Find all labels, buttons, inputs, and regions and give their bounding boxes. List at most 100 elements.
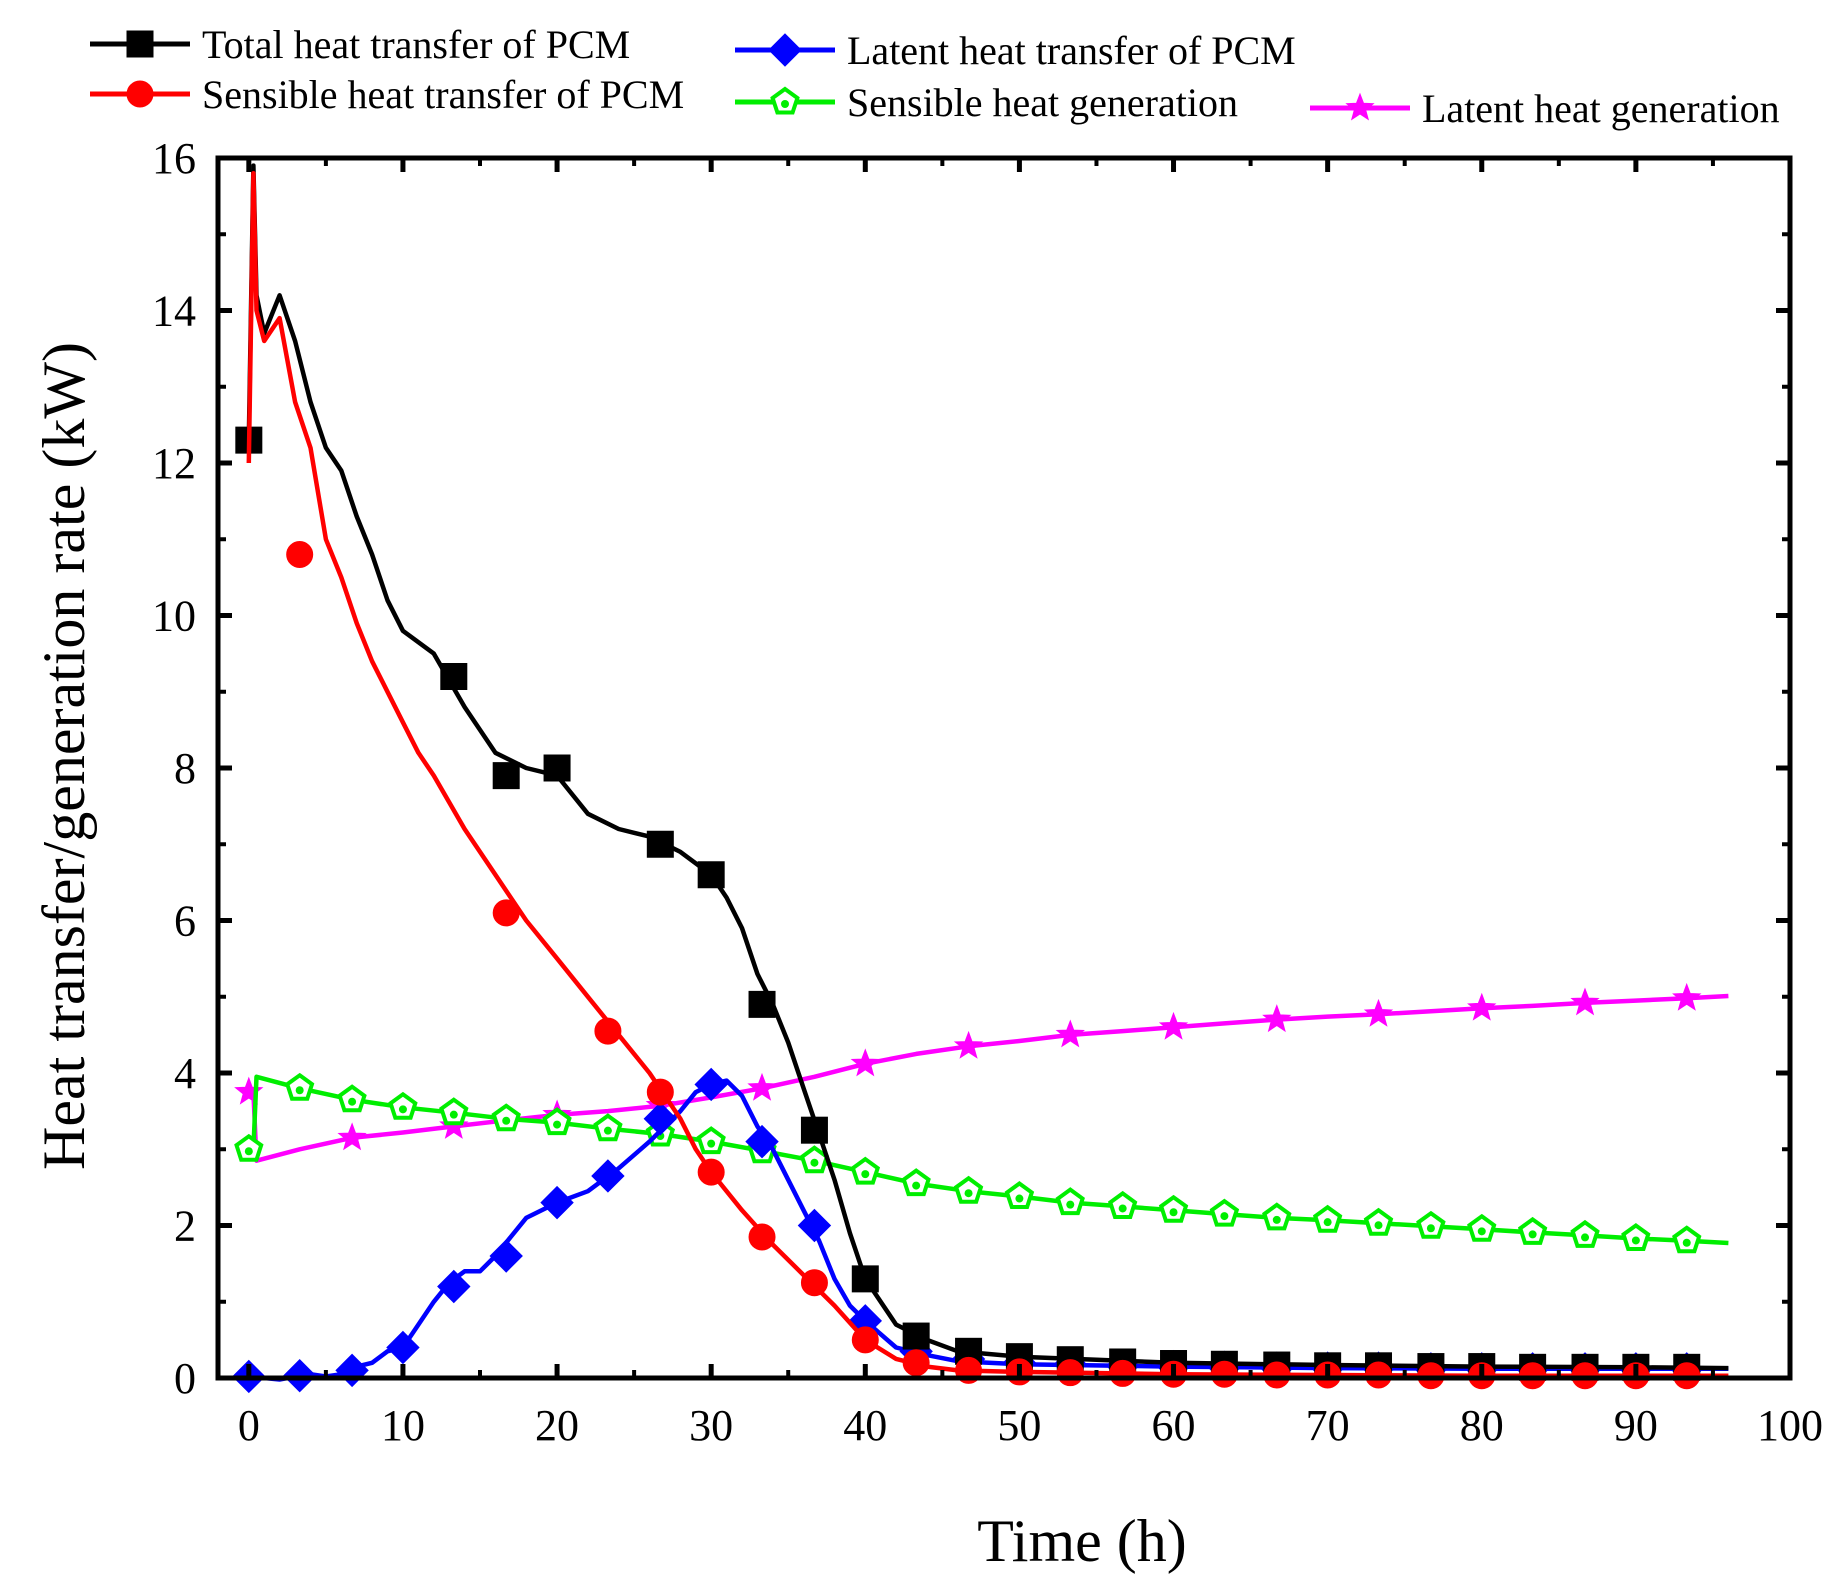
data-point-total-heat-transfer-of-pcm [851, 1265, 879, 1293]
data-point-sensible-heat-transfer-of-pcm [1263, 1361, 1291, 1389]
data-point-sensible-heat-generation-dot [1272, 1215, 1281, 1224]
legend-marker [126, 80, 154, 108]
data-point-latent-heat-transfer-of-pcm [797, 1208, 832, 1243]
data-point-sensible-heat-generation-dot [295, 1086, 304, 1095]
data-point-sensible-heat-generation-dot [1477, 1227, 1486, 1236]
data-point-sensible-heat-generation-dot [1426, 1224, 1435, 1233]
legend-label: Total heat transfer of PCM [202, 22, 630, 67]
data-point-sensible-heat-generation-dot [1374, 1221, 1383, 1230]
legend-label: Latent heat generation [1422, 86, 1780, 131]
data-point-latent-heat-transfer-of-pcm [437, 1269, 471, 1304]
data-point-sensible-heat-generation [1672, 1225, 1702, 1254]
data-point-total-heat-transfer-of-pcm [440, 663, 468, 690]
x-tick-label: 0 [238, 1401, 260, 1450]
y-tick-label: 0 [174, 1354, 196, 1403]
legend-item-latent-heat-transfer-of-pcm: Latent heat transfer of PCM [735, 28, 1296, 73]
data-point-sensible-heat-generation [439, 1097, 469, 1126]
plot-area [232, 163, 1729, 1394]
data-point-sensible-heat-generation-dot [1066, 1200, 1075, 1209]
legend-label: Latent heat transfer of PCM [847, 28, 1296, 73]
data-point-sensible-heat-generation-dot [603, 1126, 612, 1135]
data-point-sensible-heat-generation-dot [861, 1170, 870, 1179]
data-point-latent-heat-transfer-of-pcm [540, 1185, 574, 1220]
y-tick-label: 8 [174, 744, 196, 793]
data-point-latent-heat-transfer-of-pcm [694, 1067, 728, 1102]
data-point-sensible-heat-generation [953, 1175, 984, 1204]
data-point-latent-heat-generation [1672, 982, 1702, 1011]
data-point-sensible-heat-generation-dot [1169, 1208, 1178, 1217]
legend: Total heat transfer of PCM Sensible heat … [90, 22, 1780, 131]
data-point-sensible-heat-generation [1158, 1194, 1189, 1223]
data-point-latent-heat-generation [1570, 987, 1600, 1016]
data-point-latent-heat-transfer-of-pcm [643, 1102, 678, 1136]
data-point-sensible-heat-transfer-of-pcm [594, 1017, 622, 1045]
data-point-sensible-heat-generation [1416, 1210, 1446, 1239]
data-point-sensible-heat-generation [1517, 1216, 1548, 1245]
x-tick-label: 40 [843, 1401, 887, 1450]
data-point-sensible-heat-generation [1107, 1190, 1138, 1219]
data-point-sensible-heat-generation-dot [449, 1110, 458, 1119]
data-point-total-heat-transfer-of-pcm [748, 990, 776, 1018]
data-point-sensible-heat-generation-dot [1682, 1238, 1691, 1247]
data-point-sensible-heat-generation [901, 1168, 931, 1197]
data-point-sensible-heat-transfer-of-pcm [646, 1078, 674, 1106]
y-tick-label: 4 [174, 1049, 196, 1098]
data-point-latent-heat-generation [850, 1048, 880, 1077]
data-point-sensible-heat-generation-dot [1118, 1204, 1127, 1213]
data-point-sensible-heat-generation [1467, 1213, 1497, 1242]
series-line-latent-heat-generation [248, 993, 1729, 1163]
data-point-sensible-heat-generation-dot [502, 1116, 511, 1125]
data-point-sensible-heat-generation [1570, 1219, 1600, 1248]
series-latent-heat-generation [234, 982, 1729, 1163]
data-point-latent-heat-generation [747, 1072, 777, 1101]
x-tick-label: 60 [1152, 1401, 1196, 1450]
data-point-latent-heat-generation [1467, 992, 1497, 1021]
data-point-sensible-heat-generation-dot [1581, 1233, 1590, 1242]
y-tick-label: 16 [152, 134, 196, 183]
x-tick-label: 90 [1614, 1401, 1658, 1450]
legend-item-total-heat-transfer-of-pcm: Total heat transfer of PCM [90, 22, 630, 67]
data-point-sensible-heat-generation [284, 1072, 315, 1101]
data-point-latent-heat-generation [953, 1030, 984, 1059]
x-tick-label: 70 [1306, 1401, 1350, 1450]
axes: 0 10 20 30 40 50 60 70 80 90 100 0 2 4 6 8 10 12 14 16 [152, 134, 1823, 1450]
legend-item-sensible-heat-transfer-of-pcm: Sensible heat transfer of PCM [90, 72, 684, 117]
series-sensible-heat-generation [234, 1072, 1729, 1254]
legend-marker [768, 33, 802, 67]
data-point-sensible-heat-generation-dot [348, 1097, 357, 1106]
x-tick-label: 100 [1757, 1401, 1823, 1450]
data-point-latent-heat-transfer-of-pcm [489, 1239, 523, 1273]
series-line-sensible-heat-generation [248, 1074, 1729, 1246]
data-point-sensible-heat-transfer-of-pcm [800, 1269, 828, 1297]
data-point-sensible-heat-generation-dot [1015, 1194, 1024, 1203]
data-point-sensible-heat-generation [1312, 1204, 1343, 1233]
data-point-latent-heat-generation [1262, 1004, 1292, 1033]
legend-item-latent-heat-generation: Latent heat generation [1310, 86, 1780, 131]
data-point-total-heat-transfer-of-pcm [492, 762, 520, 790]
data-point-sensible-heat-transfer-of-pcm [697, 1158, 725, 1186]
legend-item-sensible-heat-generation: Sensible heat generation [735, 80, 1238, 125]
data-point-sensible-heat-generation-dot [244, 1147, 253, 1156]
data-point-latent-heat-generation [234, 1076, 264, 1105]
data-point-sensible-heat-generation [696, 1126, 726, 1155]
data-point-sensible-heat-generation-dot [398, 1105, 407, 1114]
x-axis-title: Time (h) [977, 1508, 1186, 1574]
data-point-sensible-heat-transfer-of-pcm [1056, 1359, 1084, 1387]
legend-marker [1345, 92, 1375, 121]
data-point-sensible-heat-generation [1004, 1181, 1035, 1209]
legend-marker [126, 30, 154, 58]
data-point-sensible-heat-generation [388, 1091, 418, 1120]
data-point-total-heat-transfer-of-pcm [800, 1116, 828, 1144]
x-tick-label: 10 [381, 1401, 425, 1450]
data-point-latent-heat-transfer-of-pcm [335, 1353, 369, 1388]
series-total-heat-transfer-of-pcm [235, 163, 1729, 1381]
data-point-sensible-heat-transfer-of-pcm [748, 1223, 776, 1251]
data-point-sensible-heat-generation [1262, 1202, 1292, 1231]
data-point-sensible-heat-generation [1055, 1187, 1085, 1216]
x-tick-label: 20 [535, 1401, 579, 1450]
data-point-sensible-heat-transfer-of-pcm [1109, 1359, 1137, 1387]
series-line-sensible-heat-transfer-of-pcm [246, 171, 1729, 1378]
data-point-sensible-heat-generation-dot [1323, 1218, 1332, 1227]
